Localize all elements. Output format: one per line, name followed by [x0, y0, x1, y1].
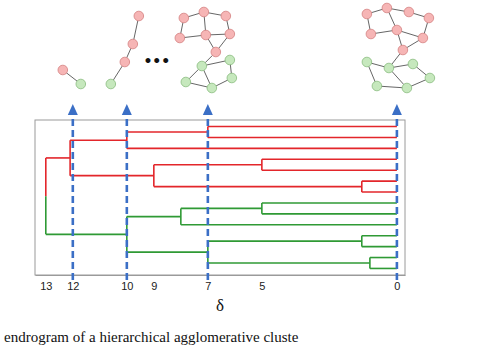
graph-node: [175, 33, 185, 43]
leaf-branch: [208, 126, 397, 128]
graph-node: [76, 79, 86, 89]
graph-node: [181, 77, 191, 87]
branch: [127, 251, 208, 253]
cut-line: [207, 113, 210, 280]
x-tick-label: 5: [259, 280, 265, 292]
graph-node: [179, 13, 189, 23]
branch: [70, 139, 127, 141]
graph-node: [366, 29, 376, 39]
merge-link: [180, 208, 182, 224]
merge-link: [69, 140, 71, 175]
leaf-branch: [262, 202, 397, 204]
cut-lines: [68, 104, 402, 280]
branch: [208, 240, 362, 242]
figure: 13 12 10 9 7 5 0 δ endrogram of a hierarchical a…: [0, 0, 480, 350]
x-tick: 9: [151, 275, 157, 292]
x-tick-label: 13: [40, 280, 52, 292]
cut-line: [396, 113, 399, 280]
x-axis: 13 12 10 9 7 5 0: [36, 275, 406, 292]
graph-node: [404, 7, 414, 17]
merge-link: [369, 258, 371, 269]
graph-node: [106, 79, 116, 89]
x-tick-label: 12: [67, 280, 79, 292]
leaf-branch: [262, 169, 397, 171]
x-tick: 13: [40, 275, 52, 292]
dendrogram: [46, 127, 397, 269]
graph-node: [197, 61, 207, 71]
leaf-branch: [370, 268, 397, 270]
cluster-graph: [58, 65, 86, 89]
cut-arrowhead: [203, 104, 213, 115]
branch: [127, 216, 181, 218]
branch: [181, 208, 262, 210]
cut-arrowhead: [392, 104, 402, 115]
merge-link: [45, 196, 47, 234]
graph-node: [372, 81, 382, 91]
graph-node: [424, 13, 434, 23]
graph-node: [207, 83, 217, 93]
graph-node: [225, 55, 235, 65]
graph-node: [199, 7, 209, 17]
cut-arrowhead: [122, 104, 132, 115]
merge-link: [261, 203, 263, 214]
graph-node: [225, 29, 235, 39]
branch: [127, 131, 208, 133]
graph-node: [120, 57, 130, 67]
x-axis-title: δ: [216, 296, 224, 315]
graph-node: [221, 11, 231, 21]
branch: [70, 175, 154, 177]
ellipsis: •••: [143, 53, 170, 69]
graph-node: [382, 3, 392, 13]
graph-node: [58, 65, 68, 75]
graph-node: [425, 73, 435, 83]
graph-node: [211, 47, 221, 57]
leaf-branch: [262, 158, 397, 160]
graph-node: [392, 25, 402, 35]
leaf-branch: [262, 213, 397, 215]
branch: [46, 234, 127, 236]
cut-arrowhead: [68, 104, 78, 115]
merge-link: [45, 158, 47, 196]
caption: endrogram of a hierarchical agglomerativ…: [4, 329, 299, 345]
x-tick-label: 10: [121, 280, 133, 292]
leaf-branch: [362, 235, 397, 237]
merge-link: [153, 165, 155, 187]
branch: [46, 157, 70, 159]
leaf-branch: [208, 137, 397, 139]
graph-node: [418, 33, 428, 43]
leaf-branch: [370, 257, 397, 259]
graph-node: [398, 45, 408, 55]
x-tick-label: 0: [394, 280, 400, 292]
graph-node: [201, 30, 211, 40]
cluster-graph: [362, 3, 435, 93]
leaf-branch: [181, 224, 397, 226]
merge-link: [261, 159, 263, 170]
leaf-branch: [127, 148, 397, 150]
graph-node: [402, 83, 412, 93]
graph-node: [134, 11, 144, 21]
plot-frame: [35, 120, 405, 275]
leaf-branch: [362, 191, 397, 193]
x-tick-label: 9: [151, 280, 157, 292]
x-tick: 5: [259, 275, 265, 292]
leaf-branch: [362, 246, 397, 248]
graph-node: [362, 9, 372, 19]
merge-link: [361, 236, 363, 247]
graph-node: [227, 73, 237, 83]
branch: [154, 186, 362, 188]
branch: [208, 262, 370, 264]
cut-line: [72, 113, 75, 280]
cluster-graph: [175, 7, 237, 93]
merge-link: [361, 181, 363, 192]
graph-node: [362, 57, 372, 67]
cut-line: [126, 113, 129, 280]
cluster-graph: [106, 11, 144, 89]
graph-node: [408, 59, 418, 69]
x-axis-line: [36, 275, 406, 276]
x-tick-label: 7: [205, 280, 211, 292]
graph-node: [128, 39, 138, 49]
graph-node: [384, 63, 394, 73]
leaf-branch: [362, 180, 397, 182]
